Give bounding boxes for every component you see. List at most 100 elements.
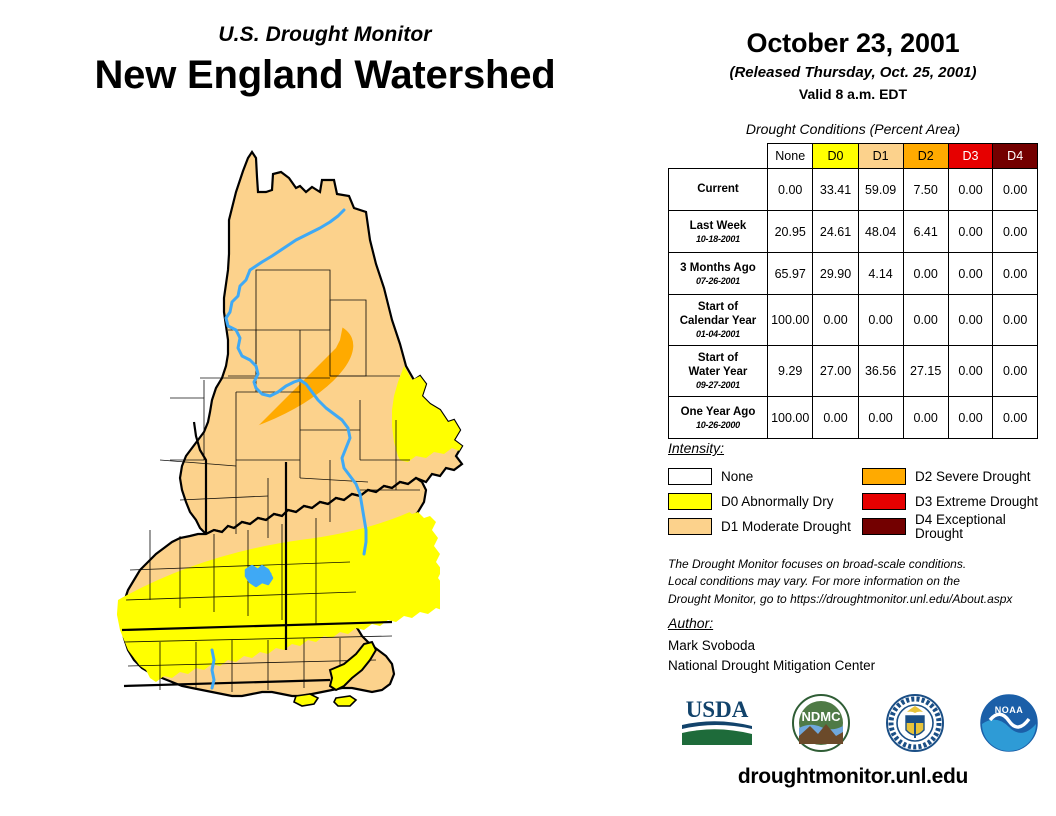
disclaimer-text: The Drought Monitor focuses on broad-sca…: [668, 557, 1013, 606]
row-label-date: 10-26-2000: [695, 419, 740, 430]
legend-label-d0: D0 Abnormally Dry: [721, 493, 834, 509]
row-label-date: 01-04-2001: [695, 329, 740, 340]
cell-d2: 6.41: [902, 210, 949, 253]
intensity-heading: Intensity:: [668, 440, 725, 456]
table-body: Current 0.00 33.41 59.09 7.50 0.00 0.00 …: [668, 168, 1038, 439]
swatch-d1-icon: [668, 518, 712, 535]
cell-d4: 0.00: [992, 345, 1038, 397]
author-name: Mark Svoboda: [668, 638, 756, 653]
svg-text:USDA: USDA: [686, 697, 749, 722]
row-label-date: 07-26-2001: [695, 275, 740, 286]
column-header-d0: D0: [812, 143, 859, 169]
rivers: [210, 208, 368, 690]
cell-d0: 0.00: [812, 294, 859, 346]
cell-d1: 0.00: [857, 294, 904, 346]
legend-column-right: D2 Severe Drought D3 Extreme Drought D4 …: [862, 464, 1056, 541]
table-corner-cell: [669, 144, 768, 169]
column-header-d2: D2: [902, 143, 949, 169]
table-row: Start of Water Year 09-27-2001 9.29 27.00…: [668, 345, 1038, 397]
legend-item-d2: D2 Severe Drought: [862, 464, 1056, 489]
cell-d0: 27.00: [812, 345, 859, 397]
column-header-d4: D4: [992, 143, 1038, 169]
cell-d0: 33.41: [812, 168, 859, 211]
swatch-d3-icon: [862, 493, 906, 510]
county-borders: [123, 269, 420, 692]
cell-d1: 0.00: [857, 396, 904, 439]
row-label-date: 09-27-2001: [695, 380, 740, 391]
row-label-start-of-calendar-year: Start of Calendar Year 01-04-2001: [668, 294, 768, 346]
state-borders: [121, 421, 393, 688]
cell-d2: 0.00: [902, 396, 949, 439]
row-label-text: Last Week: [689, 219, 747, 232]
legend-label-d3: D3 Extreme Drought: [915, 493, 1039, 509]
row-label-text: Start of Water Year: [688, 352, 748, 379]
cell-d3: 0.00: [947, 345, 994, 397]
logo-row: USDA NDMC: [660, 690, 1056, 760]
author-section: Author: Mark Svoboda National Drought Mi…: [668, 615, 1056, 677]
cell-d3: 0.00: [947, 210, 994, 253]
table-row: 3 Months Ago 07-26-2001 65.97 29.90 4.14…: [668, 252, 1038, 295]
cell-d1: 59.09: [857, 168, 904, 211]
legend-grid: None D0 Abnormally Dry D1 Moderate Droug…: [668, 464, 1056, 541]
row-label-date: 10-18-2001: [695, 233, 740, 244]
cell-none: 100.00: [766, 396, 814, 439]
column-header-none: None: [766, 143, 814, 169]
cell-d3: 0.00: [947, 396, 994, 439]
row-label-last-week: Last Week 10-18-2001: [668, 210, 768, 253]
cell-d1: 48.04: [857, 210, 904, 253]
row-label-current: Current: [668, 168, 768, 211]
cell-d1: 4.14: [857, 252, 904, 295]
row-label-start-of-water-year: Start of Water Year 09-27-2001: [668, 345, 768, 397]
row-label-text: Current: [697, 183, 739, 196]
column-header-d3: D3: [947, 143, 994, 169]
release-date: (Released Thursday, Oct. 25, 2001): [729, 64, 977, 81]
maine-shape: [178, 150, 464, 536]
legend-item-d0: D0 Abnormally Dry: [668, 489, 862, 514]
cell-d0: 29.90: [812, 252, 859, 295]
table-row: One Year Ago 10-26-2000 100.00 0.00 0.00…: [668, 396, 1038, 439]
swatch-d0-icon: [668, 493, 712, 510]
column-header-d1: D1: [857, 143, 904, 169]
valid-time: Valid 8 a.m. EDT: [798, 86, 908, 102]
legend-item-none: None: [668, 464, 862, 489]
legend-column-left: None D0 Abnormally Dry D1 Moderate Droug…: [668, 464, 862, 539]
noaa-logo: NOAA: [980, 693, 1038, 757]
svg-text:NOAA: NOAA: [995, 705, 1024, 715]
cell-d4: 0.00: [992, 396, 1038, 439]
cell-none: 9.29: [766, 345, 814, 397]
map-supertitle: U.S. Drought Monitor: [218, 23, 432, 46]
cell-none: 100.00: [766, 294, 814, 346]
cape-cod-shape: [328, 640, 378, 692]
cell-none: 20.95: [766, 210, 814, 253]
usdc-seal-logo: [886, 693, 944, 757]
table-row: Current 0.00 33.41 59.09 7.50 0.00 0.00: [668, 168, 1038, 211]
swatch-d4-icon: [862, 518, 906, 535]
table-caption: Drought Conditions (Percent Area): [745, 121, 961, 137]
cell-none: 0.00: [766, 168, 814, 211]
map-title-block: U.S. Drought Monitor New England Watersh…: [0, 24, 650, 97]
row-label-text: Start of Calendar Year: [679, 301, 757, 328]
cape-cod-islands: [293, 640, 378, 707]
page-title: New England Watershed: [94, 53, 556, 97]
map-panel: U.S. Drought Monitor New England Watersh…: [0, 24, 650, 816]
row-label-one-year-ago: One Year Ago 10-26-2000: [668, 396, 768, 439]
legend-item-d3: D3 Extreme Drought: [862, 489, 1056, 514]
cell-d1: 36.56: [857, 345, 904, 397]
legend-label-none: None: [721, 468, 754, 484]
legend-label-d4: D4 Exceptional Drought: [915, 512, 1006, 541]
cell-d2: 7.50: [902, 168, 949, 211]
author-heading: Author:: [668, 615, 714, 631]
drought-map: [0, 130, 650, 816]
cell-d3: 0.00: [947, 294, 994, 346]
swatch-none-icon: [668, 468, 712, 485]
marthas-vineyard-shape: [293, 693, 320, 707]
cell-d0: 24.61: [812, 210, 859, 253]
cell-d4: 0.00: [992, 210, 1038, 253]
legend-label-d1: D1 Moderate Drought: [721, 518, 851, 534]
cell-d4: 0.00: [992, 168, 1038, 211]
row-label-text: 3 Months Ago: [680, 261, 756, 274]
legend-label-d2: D2 Severe Drought: [915, 468, 1031, 484]
cell-d0: 0.00: [812, 396, 859, 439]
table-header: None D0 D1 D2 D3 D4: [669, 143, 1038, 169]
cell-d4: 0.00: [992, 252, 1038, 295]
